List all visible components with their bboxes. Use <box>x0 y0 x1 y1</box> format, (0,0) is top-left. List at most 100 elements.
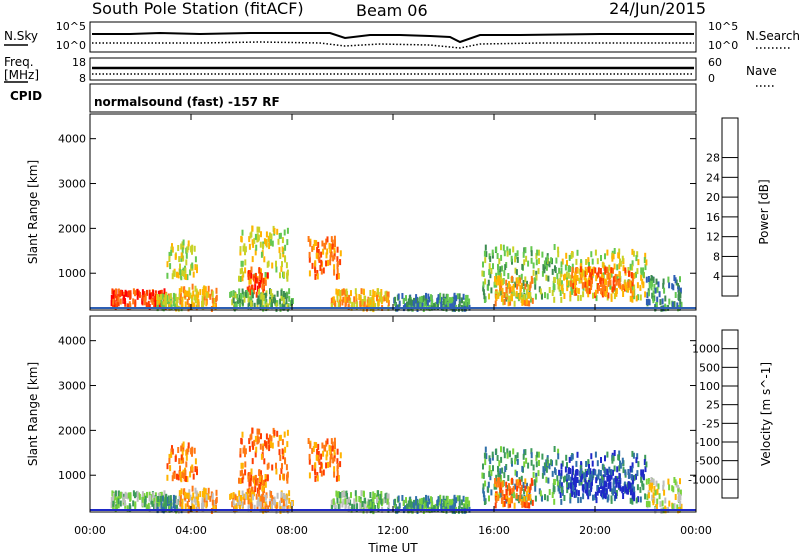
heatmap-cell <box>283 229 286 236</box>
heatmap-cell <box>522 280 525 286</box>
heatmap-cell <box>673 275 676 281</box>
heatmap-cell <box>168 458 171 464</box>
heatmap-cell <box>571 266 574 273</box>
heatmap-cell <box>632 452 635 459</box>
heatmap-cell <box>604 493 607 500</box>
heatmap-cell <box>587 257 590 264</box>
heatmap-cell <box>268 237 271 244</box>
heatmap-cell <box>344 296 347 303</box>
heatmap-cell <box>336 295 339 301</box>
heatmap-cell <box>336 289 339 296</box>
heatmap-cell <box>595 275 598 282</box>
heatmap-cell <box>168 453 171 460</box>
heatmap-cell <box>267 505 270 512</box>
heatmap-cell <box>612 469 614 476</box>
heatmap-cell <box>515 277 518 284</box>
heatmap-cell <box>579 468 582 475</box>
heatmap-cell <box>423 502 426 509</box>
heatmap-cell <box>188 294 190 300</box>
heatmap-cell <box>655 278 658 285</box>
heatmap-cell <box>566 260 568 267</box>
heatmap-cell <box>633 495 636 502</box>
nsky-label: N.Sky <box>4 29 38 43</box>
heatmap-cell <box>525 298 528 305</box>
heatmap-cell <box>372 301 375 308</box>
heatmap-cell <box>315 252 318 259</box>
heatmap-cell <box>679 500 682 507</box>
heatmap-cell <box>605 481 608 488</box>
heatmap-cell <box>281 463 283 470</box>
heatmap-cell <box>194 264 197 271</box>
heatmap-cell <box>650 275 653 281</box>
heatmap-cell <box>273 227 276 234</box>
heatmap-cell <box>172 270 175 277</box>
heatmap-cell <box>253 480 256 487</box>
heatmap-cell <box>580 461 583 468</box>
heatmap-cell <box>640 267 643 274</box>
heatmap-cell <box>571 272 574 279</box>
heatmap-cell <box>134 503 137 510</box>
heatmap-cell <box>372 289 375 296</box>
heatmap-cell <box>185 461 188 468</box>
heatmap-cell <box>362 288 365 295</box>
heatmap-cell <box>276 430 279 437</box>
heatmap-cell <box>437 496 440 503</box>
heatmap-cell <box>600 474 603 481</box>
heatmap-cell <box>673 503 676 510</box>
station-title: South Pole Station (fitACF) <box>92 0 304 18</box>
heatmap-cell <box>202 303 205 310</box>
heatmap-cell <box>282 251 285 258</box>
heatmap-cell <box>285 291 288 298</box>
heatmap-cell <box>308 453 311 460</box>
heatmap-cell <box>525 500 528 507</box>
heatmap-cell <box>612 267 614 274</box>
heatmap-cell <box>175 300 178 307</box>
heatmap-cell <box>532 262 535 269</box>
heatmap-cell <box>671 283 674 290</box>
heatmap-cell <box>632 289 635 296</box>
heatmap-cell <box>169 495 172 502</box>
heatmap-cell <box>676 302 679 309</box>
heatmap-cell <box>556 273 559 280</box>
heatmap-cell <box>262 497 265 503</box>
heatmap-cell <box>499 266 502 273</box>
heatmap-cell <box>192 492 195 499</box>
heatmap-cell <box>639 496 642 503</box>
heatmap-cell <box>456 495 459 502</box>
heatmap-cell <box>567 272 570 279</box>
heatmap-cell <box>123 496 126 503</box>
heatmap-cell <box>181 296 184 303</box>
heatmap-cell <box>203 294 206 301</box>
heatmap-cell <box>171 246 174 253</box>
heatmap-cell <box>514 454 517 461</box>
heatmap-cell <box>511 487 514 494</box>
heatmap-cell <box>339 259 342 266</box>
heatmap-cell <box>592 494 594 501</box>
heatmap-cell <box>542 264 545 271</box>
heatmap-cell <box>566 487 569 494</box>
heatmap-cell <box>160 491 163 498</box>
heatmap-cell <box>230 290 233 297</box>
heatmap-cell <box>600 255 602 261</box>
heatmap-cell <box>584 285 587 292</box>
heatmap-cell <box>500 481 503 488</box>
heatmap-cell <box>568 254 571 261</box>
heatmap-cell <box>179 500 182 507</box>
heatmap-cell <box>256 428 259 435</box>
heatmap-cell <box>612 482 615 489</box>
heatmap-cell <box>265 441 268 448</box>
heatmap-cell <box>231 501 234 508</box>
heatmap-cell <box>373 291 376 297</box>
heatmap-cell <box>243 498 246 505</box>
heatmap-cell <box>195 490 198 497</box>
heatmap-cell <box>559 479 562 486</box>
heatmap-cell <box>597 271 600 278</box>
heatmap-cell <box>663 489 666 496</box>
heatmap-cell <box>285 493 288 500</box>
heatmap-cell <box>333 253 336 260</box>
heatmap-cell <box>461 297 463 304</box>
heatmap-cell <box>335 490 338 497</box>
heatmap-cell <box>529 292 532 299</box>
heatmap-cell <box>510 293 513 300</box>
heatmap-cell <box>677 286 680 293</box>
